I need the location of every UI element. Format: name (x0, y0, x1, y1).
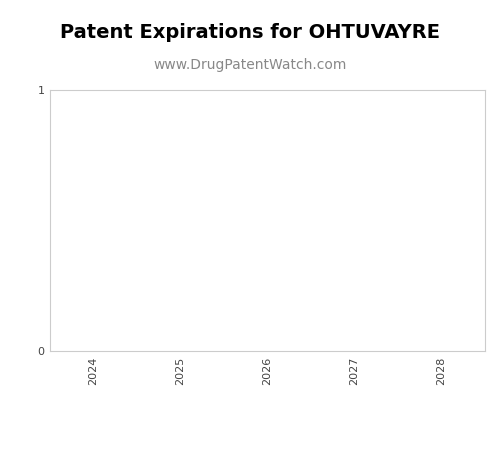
Text: www.DrugPatentWatch.com: www.DrugPatentWatch.com (154, 58, 346, 72)
Text: Patent Expirations for OHTUVAYRE: Patent Expirations for OHTUVAYRE (60, 22, 440, 41)
